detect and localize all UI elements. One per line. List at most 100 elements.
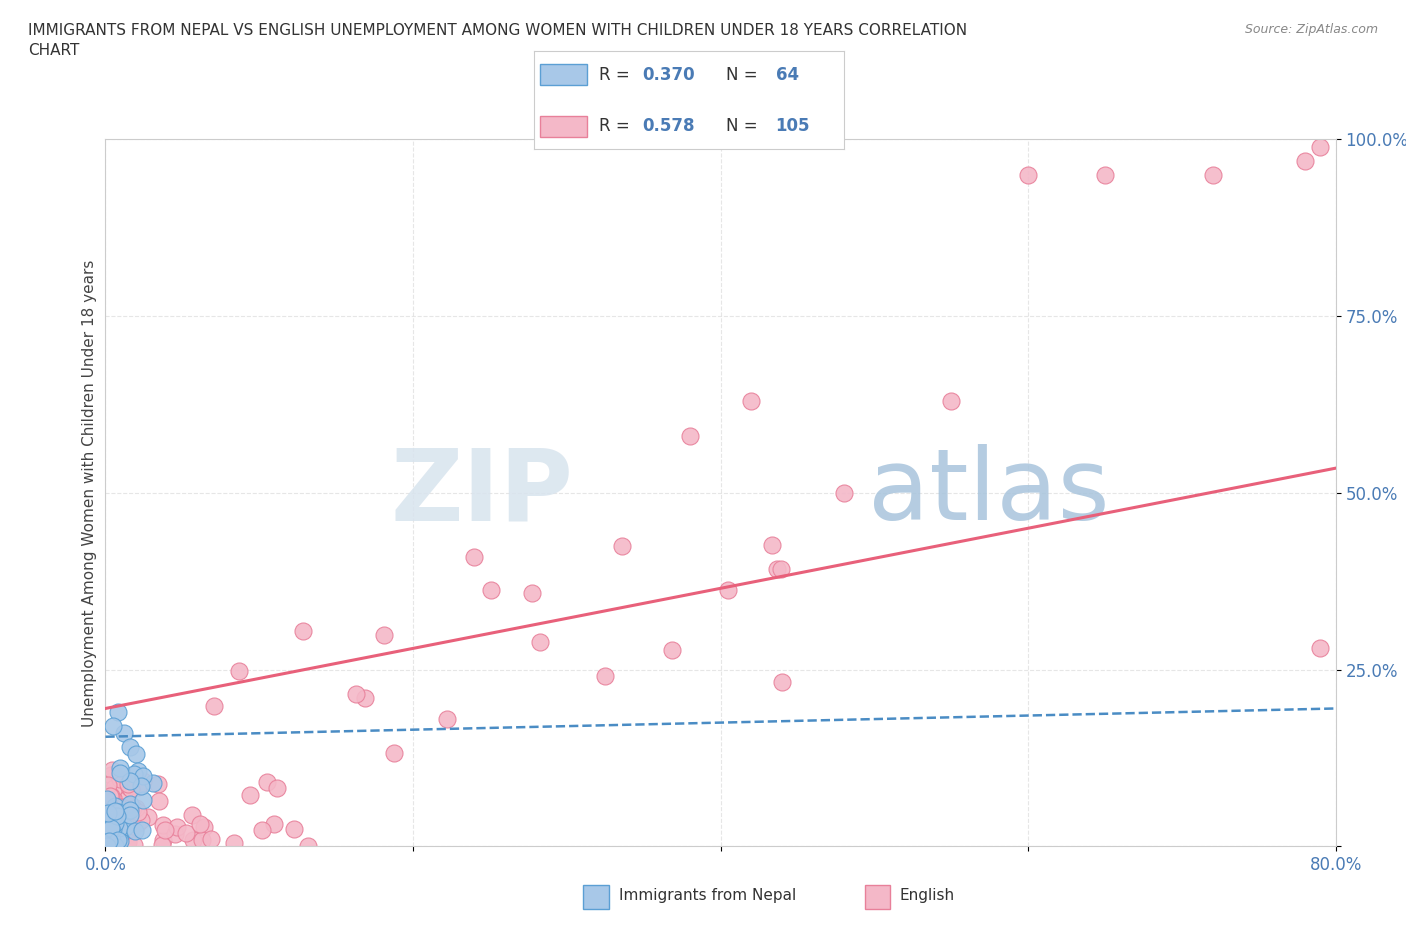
Point [104, 821, 127, 836]
Point [97, 828, 120, 843]
Point [353, 691, 375, 706]
Point [152, 832, 174, 847]
Point [105, 821, 128, 836]
Text: ZIP: ZIP [389, 445, 574, 541]
Point [110, 765, 132, 780]
Point [101, 820, 124, 835]
Point [98, 807, 121, 822]
Point [266, 781, 288, 796]
Point [97, 821, 120, 836]
Point [105, 808, 128, 823]
Point [132, 768, 155, 783]
Point [120, 777, 142, 792]
Point [228, 664, 250, 679]
Point [100, 771, 122, 786]
Point [101, 763, 124, 777]
Point [101, 829, 124, 844]
Point [117, 835, 139, 850]
Point [202, 698, 225, 713]
Point [1017, 167, 1039, 182]
Point [100, 828, 122, 843]
Point [114, 792, 136, 807]
Point [105, 834, 128, 849]
Point [256, 775, 278, 790]
Text: 64: 64 [776, 66, 799, 84]
Point [104, 817, 127, 831]
Point [250, 823, 273, 838]
Point [96, 817, 118, 832]
Point [100, 820, 122, 835]
Point [114, 819, 136, 834]
Point [100, 832, 122, 847]
Point [112, 725, 135, 740]
Point [108, 761, 131, 776]
Point [97, 777, 120, 792]
Text: IMMIGRANTS FROM NEPAL VS ENGLISH UNEMPLOYMENT AMONG WOMEN WITH CHILDREN UNDER 18: IMMIGRANTS FROM NEPAL VS ENGLISH UNEMPLO… [28, 23, 967, 58]
Point [127, 764, 149, 779]
Text: 0.578: 0.578 [643, 117, 695, 136]
Point [122, 800, 145, 815]
Point [104, 838, 127, 853]
Point [97, 817, 120, 831]
Point [1294, 153, 1316, 168]
Point [100, 789, 122, 804]
Point [181, 807, 204, 822]
Point [717, 582, 740, 597]
Text: R =: R = [599, 117, 636, 136]
Point [122, 767, 145, 782]
Point [118, 774, 141, 789]
Point [96, 792, 118, 807]
Point [153, 822, 176, 837]
Point [941, 393, 963, 408]
Point [595, 669, 617, 684]
Point [107, 705, 129, 720]
Point [100, 822, 122, 837]
Point [104, 836, 127, 851]
Point [108, 826, 131, 841]
Point [97, 822, 120, 837]
Point [96, 828, 118, 843]
Point [107, 804, 129, 819]
Text: 0.370: 0.370 [643, 66, 695, 84]
Point [373, 627, 395, 642]
Point [292, 623, 315, 638]
Point [297, 838, 319, 853]
Point [103, 830, 125, 845]
Point [112, 837, 135, 852]
Point [193, 819, 215, 834]
Point [610, 538, 633, 553]
Point [98, 788, 121, 803]
Point [222, 835, 245, 850]
Point [436, 711, 458, 726]
Point [104, 799, 127, 814]
Point [127, 816, 149, 830]
Point [129, 778, 152, 793]
Point [120, 781, 142, 796]
Point [108, 822, 131, 837]
Point [740, 393, 762, 408]
Point [136, 810, 159, 825]
Point [263, 817, 285, 831]
Text: Source: ZipAtlas.com: Source: ZipAtlas.com [1244, 23, 1378, 36]
Point [166, 819, 188, 834]
Point [761, 538, 783, 552]
Point [98, 833, 121, 848]
Point [832, 485, 855, 500]
Point [125, 747, 148, 762]
Point [110, 833, 132, 848]
Point [110, 771, 132, 786]
Text: R =: R = [599, 66, 636, 84]
Point [97, 820, 120, 835]
Point [122, 838, 145, 853]
Point [103, 838, 125, 853]
FancyBboxPatch shape [540, 64, 586, 86]
Point [770, 674, 793, 689]
Point [101, 832, 124, 847]
Point [104, 804, 127, 819]
Text: atlas: atlas [869, 445, 1109, 541]
Point [118, 828, 141, 843]
Point [463, 550, 485, 565]
Point [105, 834, 128, 849]
Point [96, 824, 118, 839]
FancyBboxPatch shape [540, 115, 586, 137]
